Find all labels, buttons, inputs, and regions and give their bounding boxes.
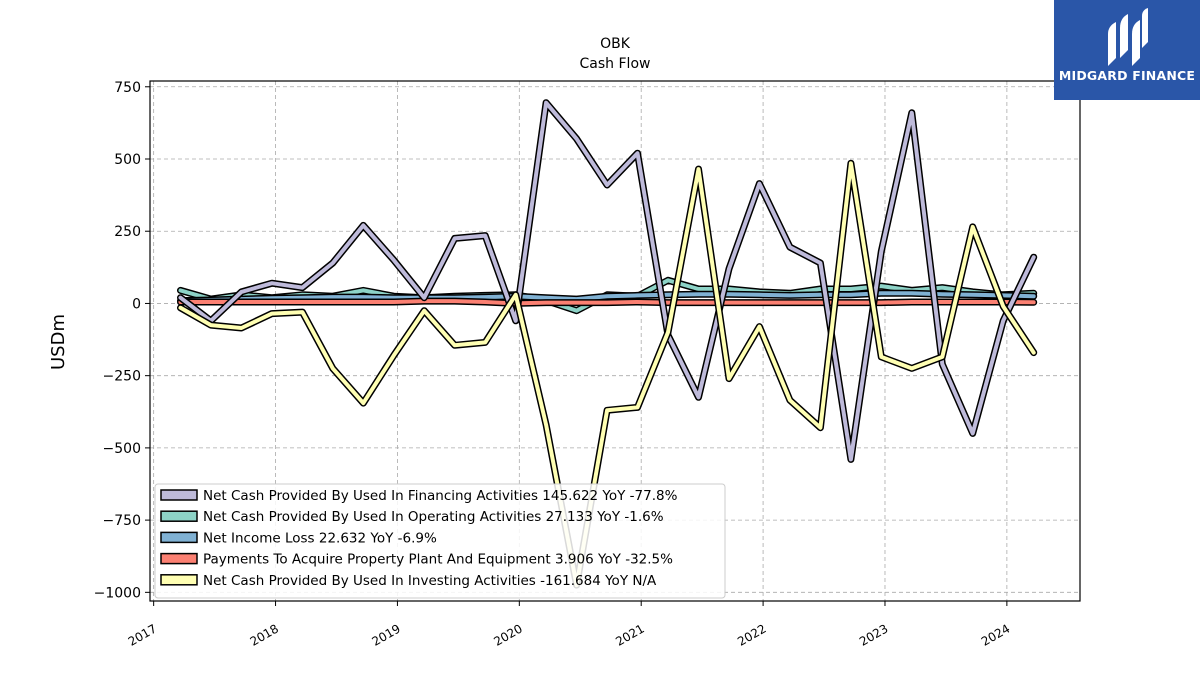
legend-label: Net Cash Provided By Used In Financing A… <box>203 488 678 504</box>
series-line-stroke <box>178 291 1036 303</box>
y-tick-label: 0 <box>132 296 141 312</box>
x-tick-label: 2018 <box>248 621 281 648</box>
plot-frame <box>149 80 1081 602</box>
y-tick-label: −250 <box>103 369 141 385</box>
y-axis-label: USDm <box>48 314 69 370</box>
x-tick-label: 2019 <box>369 621 402 648</box>
y-tick-label: −1000 <box>94 585 141 601</box>
x-tick-label: 2022 <box>735 621 768 648</box>
series-line <box>177 289 1038 305</box>
legend-label: Payments To Acquire Property Plant And E… <box>203 552 673 568</box>
series-line-stroke <box>178 299 1036 306</box>
x-tick-label: 2017 <box>126 621 159 648</box>
legend-swatch <box>160 574 198 586</box>
series-line-stroke <box>178 161 1036 588</box>
midgard-logo-icon <box>1108 8 1148 66</box>
legend-swatch <box>160 510 198 522</box>
chart-subtitle: Cash Flow <box>580 56 651 72</box>
x-tick-label: 2020 <box>491 621 524 648</box>
series-line <box>177 297 1038 307</box>
x-tick-label: 2024 <box>979 621 1012 648</box>
legend-label: Net Income Loss 22.632 YoY -6.9% <box>203 530 437 546</box>
legend-label: Net Cash Provided By Used In Operating A… <box>203 509 664 525</box>
y-tick-label: −750 <box>103 513 141 529</box>
y-tick-label: 750 <box>114 80 141 96</box>
legend: Net Cash Provided By Used In Financing A… <box>154 483 726 599</box>
y-tick-label: 500 <box>114 152 141 168</box>
legend-swatch <box>160 489 198 501</box>
series-line <box>177 159 1038 589</box>
series-line <box>177 99 1038 463</box>
x-tick-label: 2023 <box>857 621 890 648</box>
x-tick-label: 2021 <box>613 621 646 648</box>
legend-label: Net Cash Provided By Used In Investing A… <box>203 573 657 589</box>
brand-logo: MIDGARD FINANCE <box>1054 0 1200 100</box>
legend-box <box>154 483 726 599</box>
y-tick-label: −500 <box>103 441 141 457</box>
y-tick-label: 250 <box>114 224 141 240</box>
legend-swatch <box>160 552 198 565</box>
logo-text: MIDGARD FINANCE <box>1058 68 1196 83</box>
legend-swatch <box>160 531 198 544</box>
series-line-stroke <box>178 100 1036 462</box>
chart-title: OBK <box>600 36 631 52</box>
